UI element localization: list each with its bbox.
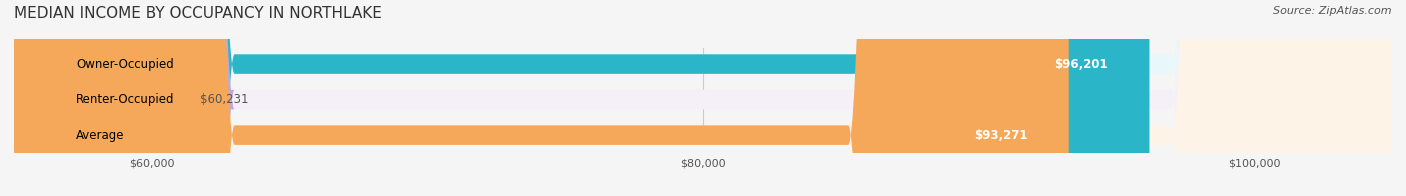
Text: $60,231: $60,231 bbox=[200, 93, 247, 106]
FancyBboxPatch shape bbox=[0, 0, 235, 196]
FancyBboxPatch shape bbox=[14, 0, 1150, 196]
Text: Source: ZipAtlas.com: Source: ZipAtlas.com bbox=[1274, 6, 1392, 16]
Text: Owner-Occupied: Owner-Occupied bbox=[76, 58, 174, 71]
Text: MEDIAN INCOME BY OCCUPANCY IN NORTHLAKE: MEDIAN INCOME BY OCCUPANCY IN NORTHLAKE bbox=[14, 6, 382, 21]
Text: Average: Average bbox=[76, 129, 125, 142]
FancyBboxPatch shape bbox=[14, 0, 1392, 196]
FancyBboxPatch shape bbox=[14, 0, 1392, 196]
FancyBboxPatch shape bbox=[14, 0, 1392, 196]
Text: Renter-Occupied: Renter-Occupied bbox=[76, 93, 174, 106]
Text: $96,201: $96,201 bbox=[1054, 58, 1108, 71]
Text: $93,271: $93,271 bbox=[974, 129, 1028, 142]
FancyBboxPatch shape bbox=[14, 0, 1069, 196]
